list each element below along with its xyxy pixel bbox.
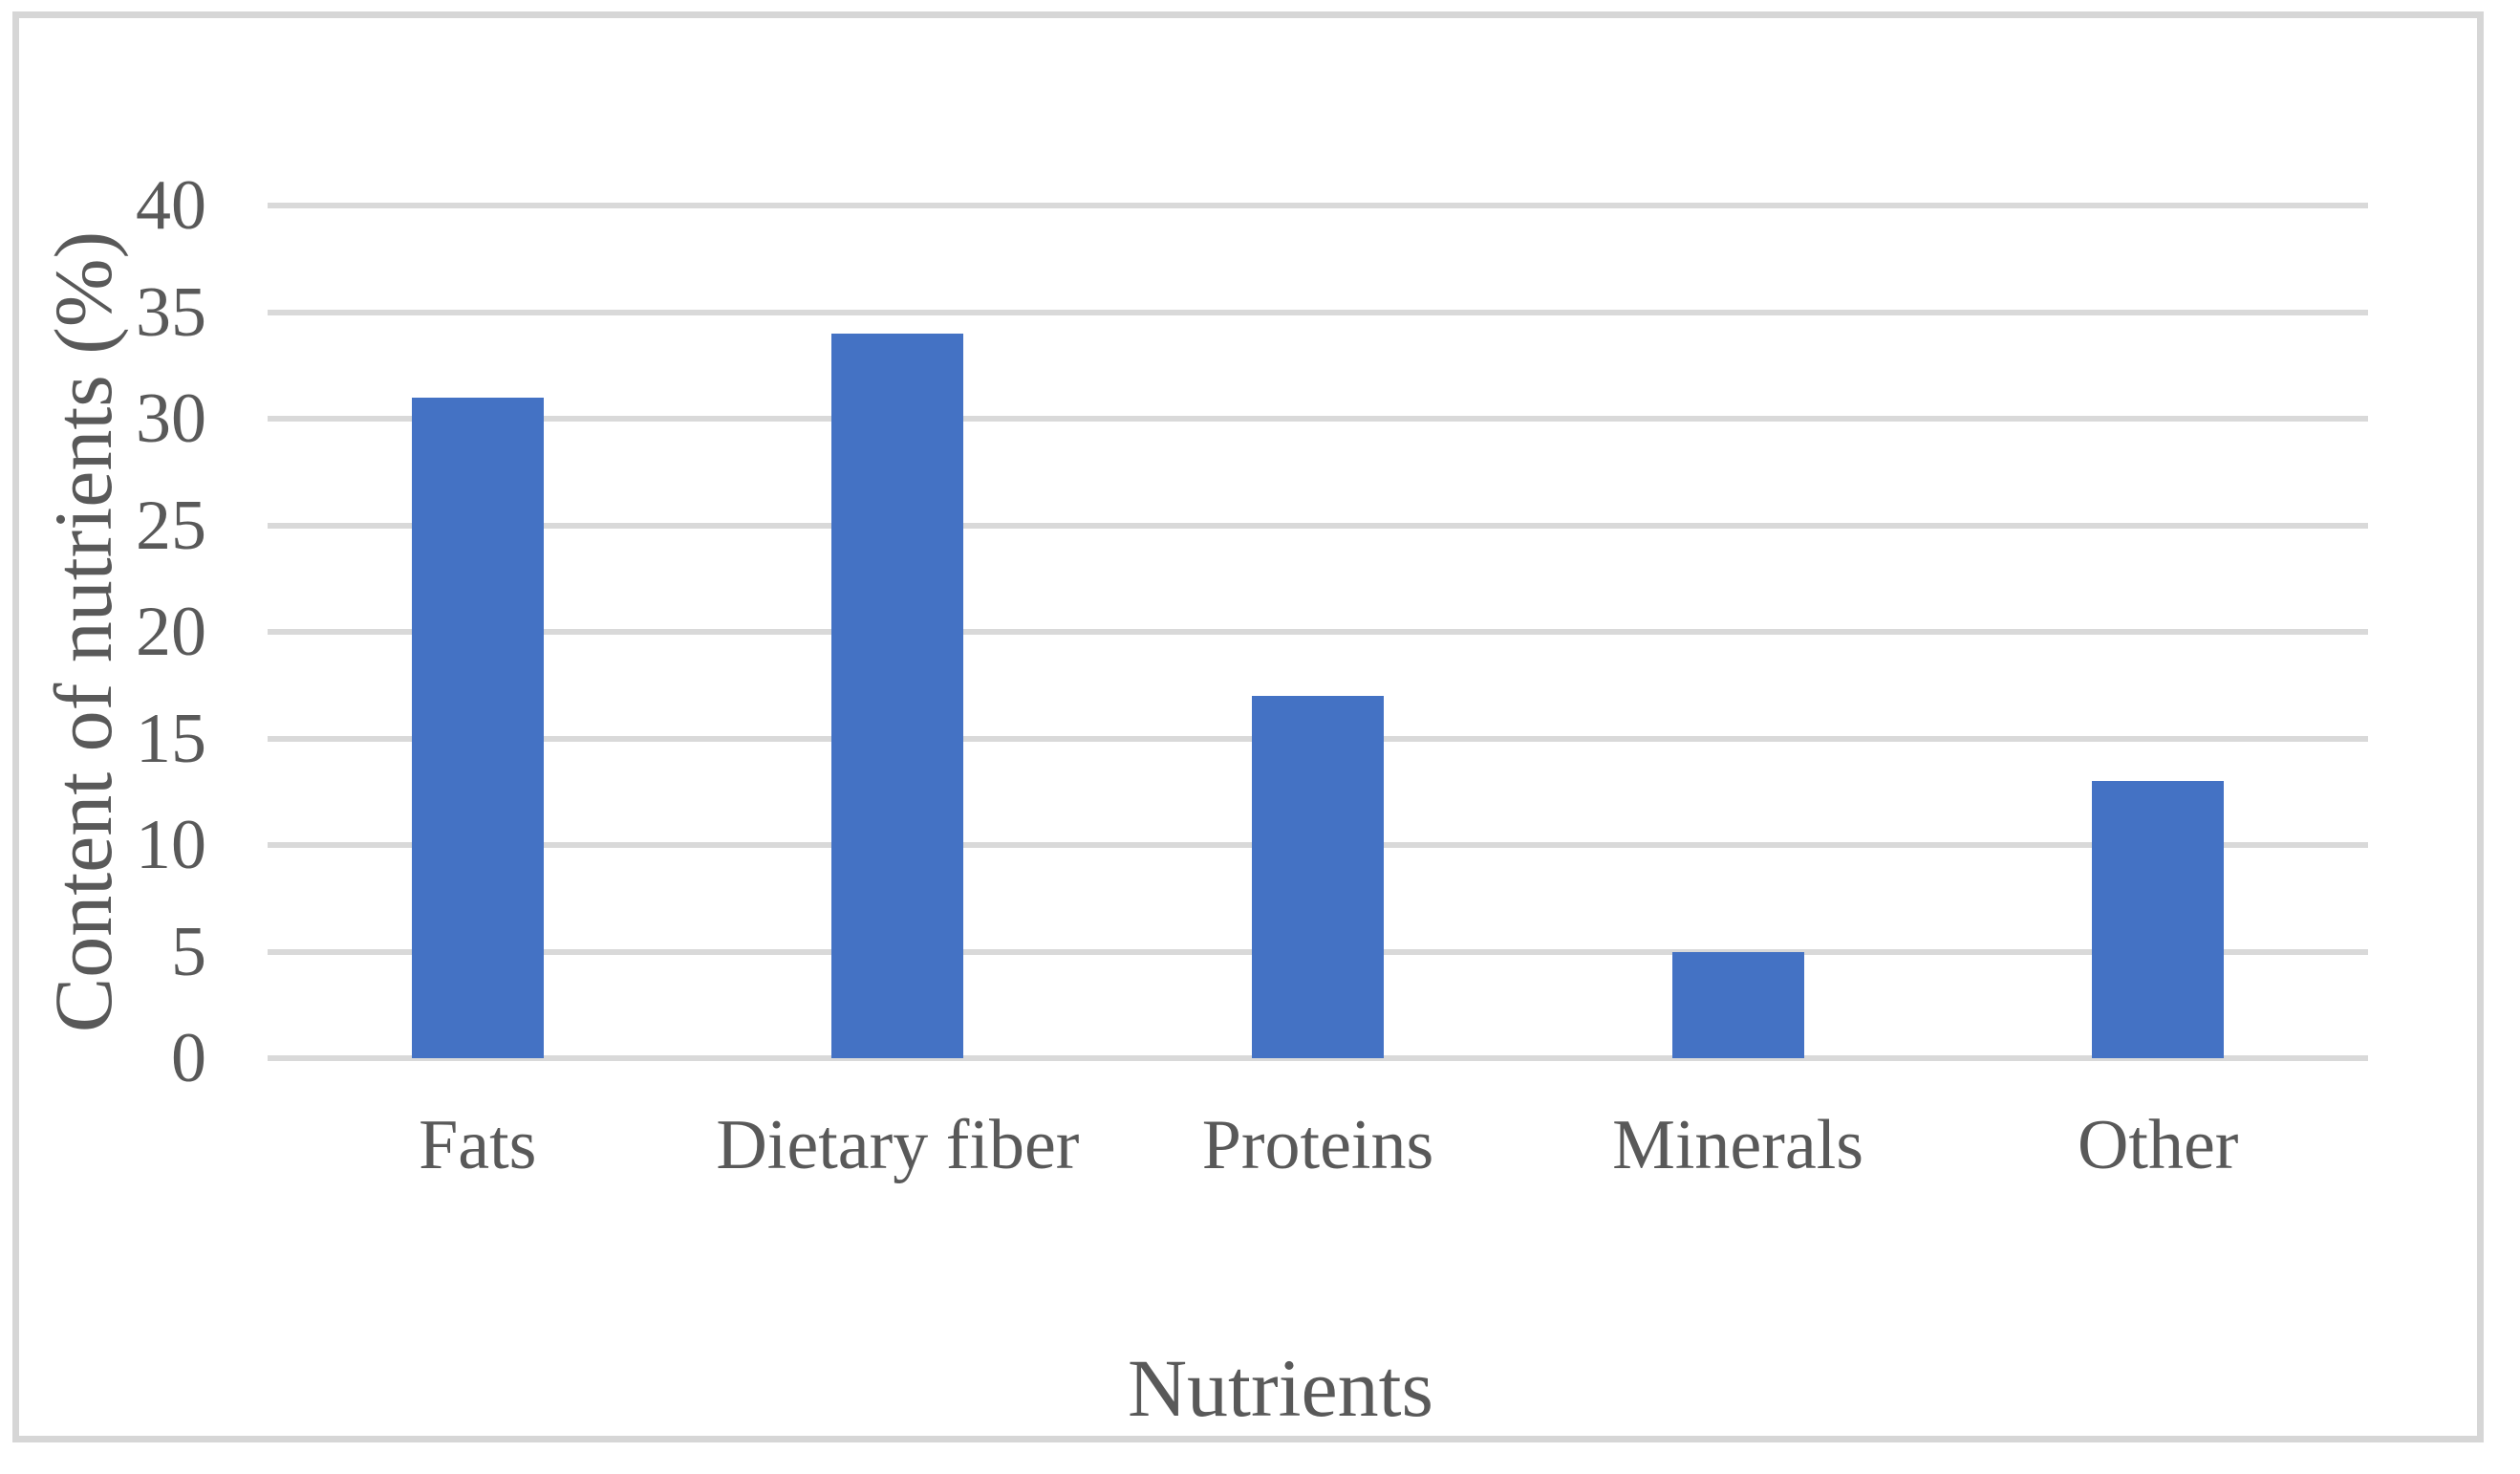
bar-minerals bbox=[1671, 951, 1804, 1058]
y-tick-label-30: 30 bbox=[136, 379, 206, 458]
bar-dietary-fiber bbox=[831, 333, 964, 1058]
y-tick-label-0: 0 bbox=[171, 1019, 206, 1097]
bar-proteins bbox=[1252, 695, 1384, 1058]
y-tick-label-15: 15 bbox=[136, 699, 206, 778]
bar-other bbox=[2092, 781, 2225, 1058]
x-axis-title: Nutrients bbox=[1127, 1342, 1434, 1434]
gridline-y-40 bbox=[268, 203, 2368, 208]
gridline-y-25 bbox=[268, 522, 2368, 529]
gridline-y-30 bbox=[268, 416, 2368, 422]
y-tick-label-20: 20 bbox=[136, 593, 206, 671]
x-category-label-other: Other bbox=[2077, 1106, 2239, 1184]
gridline-y-35 bbox=[268, 309, 2368, 315]
bar-fats bbox=[411, 397, 544, 1058]
y-tick-label-10: 10 bbox=[136, 806, 206, 884]
x-category-label-dietary-fiber: Dietary fiber bbox=[716, 1106, 1080, 1184]
y-tick-label-35: 35 bbox=[136, 272, 206, 352]
x-category-label-minerals: Minerals bbox=[1612, 1106, 1864, 1184]
x-category-label-fats: Fats bbox=[419, 1106, 537, 1184]
y-tick-label-40: 40 bbox=[136, 166, 206, 245]
plot-area bbox=[268, 203, 2368, 1061]
y-tick-label-25: 25 bbox=[136, 486, 206, 565]
gridline-y-20 bbox=[268, 629, 2368, 635]
x-category-label-proteins: Proteins bbox=[1201, 1106, 1434, 1184]
y-tick-label-5: 5 bbox=[171, 912, 206, 991]
gridline-y-0 bbox=[268, 1055, 2368, 1061]
